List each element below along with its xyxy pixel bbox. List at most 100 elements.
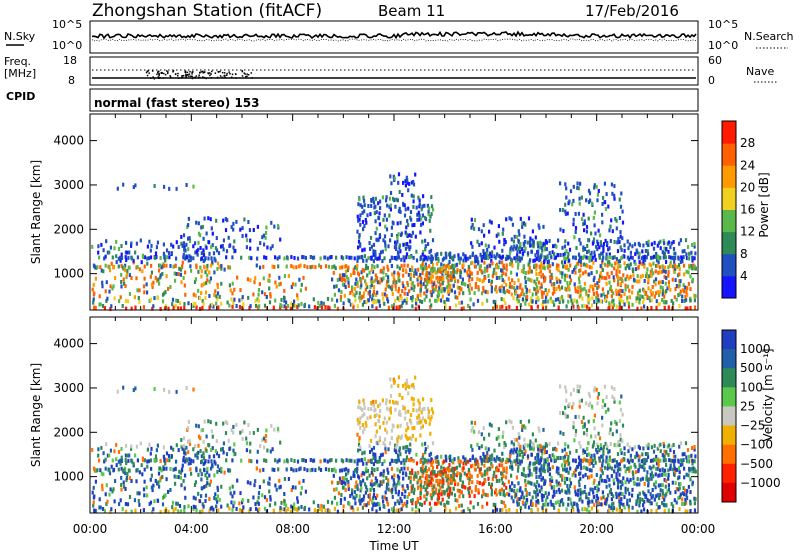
heatmap-cell: [434, 501, 437, 506]
heatmap-cell: [430, 506, 433, 511]
heatmap-cell: [408, 267, 412, 272]
heatmap-cell: [447, 494, 450, 499]
heatmap-cell: [662, 502, 665, 507]
heatmap-cell: [444, 304, 447, 309]
heatmap-cell: [209, 263, 213, 268]
heatmap-cell: [428, 264, 431, 269]
heatmap-cell: [398, 190, 401, 194]
heatmap-cell: [623, 464, 626, 469]
heatmap-cell: [511, 263, 514, 268]
heatmap-cell: [176, 502, 179, 506]
heatmap-cell: [595, 244, 598, 249]
heatmap-cell: [207, 216, 210, 221]
heatmap-cell: [443, 502, 446, 507]
heatmap-cell: [257, 501, 260, 506]
heatmap-cell: [422, 485, 425, 490]
heatmap-cell: [587, 249, 590, 254]
heatmap-cell: [634, 252, 637, 257]
heatmap-cell: [513, 244, 516, 249]
heatmap-cell: [388, 196, 391, 201]
heatmap-cell: [97, 453, 100, 458]
heatmap-cell: [338, 476, 342, 481]
heatmap-cell: [471, 480, 474, 485]
heatmap-cell: [482, 481, 485, 486]
heatmap-cell: [463, 268, 466, 273]
heatmap-cell: [512, 247, 515, 252]
freq-point: [219, 70, 221, 73]
heatmap-cell: [581, 507, 584, 512]
freq-point: [191, 73, 193, 75]
heatmap-cell: [440, 470, 444, 475]
heatmap-cell: [566, 211, 569, 216]
heatmap-cell: [389, 406, 392, 411]
heatmap-cell: [405, 435, 408, 440]
heatmap-cell: [565, 249, 568, 254]
heatmap-cell: [416, 480, 419, 485]
heatmap-cell: [125, 478, 128, 483]
heatmap-cell: [375, 237, 378, 242]
heatmap-cell: [595, 295, 598, 300]
heatmap-cell: [573, 298, 576, 303]
heatmap-cell: [233, 442, 236, 447]
heatmap-cell: [404, 242, 407, 247]
heatmap-cell: [425, 492, 428, 497]
heatmap-cell: [426, 278, 429, 283]
heatmap-cell: [550, 475, 553, 480]
heatmap-cell: [650, 471, 653, 476]
heatmap-cell: [554, 297, 558, 302]
heatmap-cell: [482, 491, 485, 496]
heatmap-cell: [366, 213, 369, 218]
freq-point: [185, 76, 187, 78]
heatmap-cell: [201, 299, 204, 304]
nsky-label: N.Sky: [4, 30, 36, 43]
heatmap-cell: [500, 256, 503, 260]
heatmap-cell: [583, 424, 586, 429]
heatmap-cell: [383, 256, 386, 261]
heatmap-cell: [619, 282, 622, 287]
heatmap-cell: [617, 481, 620, 486]
heatmap-cell: [93, 305, 96, 310]
heatmap-cell: [561, 502, 565, 507]
heatmap-cell: [476, 442, 479, 447]
heatmap-cell: [175, 501, 178, 506]
heatmap-cell: [394, 287, 397, 292]
heatmap-cell: [517, 449, 520, 454]
heatmap-cell: [181, 243, 184, 248]
heatmap-cell: [174, 264, 177, 269]
heatmap-cell: [665, 463, 668, 467]
heatmap-cell: [398, 206, 401, 211]
heatmap-cell: [233, 500, 236, 505]
heatmap-cell: [562, 264, 565, 269]
heatmap-cell: [187, 258, 190, 263]
heatmap-cell: [421, 262, 424, 267]
heatmap-cell: [165, 248, 169, 253]
heatmap-cell: [544, 256, 548, 261]
heatmap-cell: [572, 507, 575, 512]
heatmap-cell: [112, 487, 115, 492]
heatmap-cell: [690, 250, 693, 255]
heatmap-cell: [461, 480, 464, 485]
heatmap-cell: [364, 266, 367, 271]
heatmap-cell: [582, 222, 585, 227]
heatmap-cell: [163, 306, 167, 311]
heatmap-cell: [650, 445, 653, 450]
heatmap-cell: [202, 301, 205, 306]
heatmap-cell: [365, 220, 368, 225]
heatmap-cell: [381, 495, 384, 500]
heatmap-cell: [403, 203, 406, 208]
heatmap-cell: [125, 273, 128, 277]
heatmap-cell: [405, 378, 408, 383]
heatmap-cell: [575, 246, 578, 250]
heatmap-cell: [126, 299, 130, 304]
heatmap-cell: [627, 304, 631, 309]
heatmap-cell: [610, 505, 613, 510]
heatmap-cell: [378, 252, 381, 257]
heatmap-cell: [558, 300, 561, 305]
heatmap-cell: [184, 473, 187, 478]
heatmap-cell: [557, 471, 560, 476]
heatmap-cell: [358, 233, 361, 238]
heatmap-cell: [308, 304, 311, 309]
heatmap-cell: [583, 431, 586, 436]
heatmap-cell: [395, 242, 398, 247]
heatmap-cell: [353, 265, 357, 270]
